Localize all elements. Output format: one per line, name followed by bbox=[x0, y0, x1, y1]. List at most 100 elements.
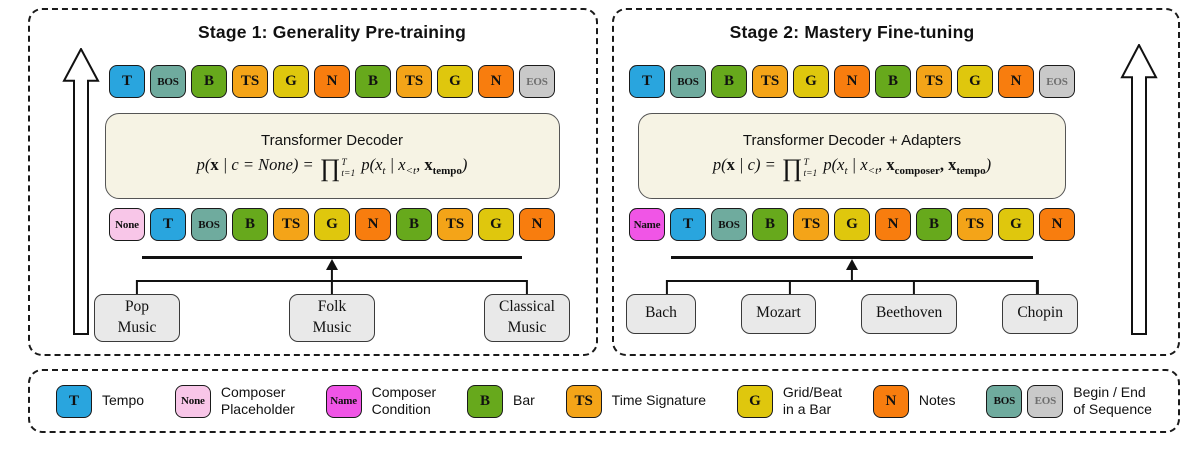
formula-segment: p( bbox=[196, 155, 211, 175]
stage2-panel: Stage 2: Mastery Fine-tuning T BOS B TS G N B T… bbox=[612, 8, 1180, 356]
token-g: G bbox=[957, 65, 993, 98]
token-g: G bbox=[273, 65, 309, 98]
stage1-sources-row: Pop Music Folk Music Classical Music bbox=[94, 293, 570, 342]
legend-tokens: T bbox=[56, 384, 92, 418]
formula-segment: t bbox=[382, 165, 386, 178]
token-t: T bbox=[109, 65, 145, 98]
source-box-label: Folk bbox=[317, 298, 347, 316]
up-arrowhead-icon bbox=[846, 258, 858, 270]
source-box-label: Music bbox=[507, 318, 547, 336]
token-g: G bbox=[793, 65, 829, 98]
token-t: T bbox=[150, 208, 186, 241]
token-none: None bbox=[174, 384, 211, 418]
token-b: B bbox=[875, 65, 911, 98]
token-b: B bbox=[752, 208, 788, 241]
token-g: G bbox=[437, 65, 473, 98]
formula-segment: p( bbox=[357, 155, 376, 175]
source-box-bach: Bach bbox=[626, 293, 696, 334]
stage2-sequence-underline bbox=[671, 256, 1033, 259]
legend-item-ts: TS Time Signature bbox=[565, 384, 707, 418]
token-ts: TS bbox=[565, 384, 602, 418]
legend-item-bos-eos: BOS EOS Begin / End of Sequence bbox=[986, 384, 1152, 418]
formula-segment: x bbox=[860, 155, 868, 175]
up-arrow-icon bbox=[1120, 44, 1158, 335]
token-n: N bbox=[1039, 208, 1075, 241]
token-b: B bbox=[355, 65, 391, 98]
stage1-decoder-label: Transformer Decoder bbox=[261, 132, 403, 150]
bracket-stub bbox=[526, 279, 529, 294]
token-ts: TS bbox=[916, 65, 952, 98]
formula-segment: , bbox=[416, 155, 425, 175]
legend-tokens: G bbox=[736, 384, 773, 418]
formula-segment: x bbox=[398, 155, 406, 175]
formula-segment: p( bbox=[819, 155, 838, 175]
token-name: Name bbox=[629, 208, 665, 241]
source-box-label: Pop bbox=[124, 298, 150, 316]
token-ts: TS bbox=[232, 65, 268, 98]
stage1-panel: Stage 1: Generality Pre-training T BOS B TS… bbox=[28, 8, 598, 356]
token-eos: EOS bbox=[1027, 384, 1064, 418]
token-b: B bbox=[711, 65, 747, 98]
stage1-title: Stage 1: Generality Pre-training bbox=[197, 22, 466, 42]
token-ts: TS bbox=[752, 65, 788, 98]
legend-label: Time Signature bbox=[611, 392, 707, 409]
source-box-label: Mozart bbox=[756, 304, 801, 322]
formula-segment: <t bbox=[405, 165, 417, 178]
source-box-pop-music: Pop Music bbox=[94, 293, 180, 342]
up-arrow-icon bbox=[62, 48, 100, 336]
token-bos: BOS bbox=[986, 384, 1023, 418]
stage1-input-token-row: None T BOS B TS G N B TS G N bbox=[109, 208, 555, 241]
formula-segment: ) = bbox=[292, 155, 318, 175]
formula-segment: , bbox=[939, 155, 949, 175]
legend-label: Notes bbox=[918, 392, 956, 409]
stage2-input-token-row: Name T BOS B TS G N B TS G N bbox=[629, 208, 1075, 241]
formula-segment: <t bbox=[867, 165, 879, 178]
token-bos: BOS bbox=[191, 208, 227, 241]
bracket-stub bbox=[912, 279, 915, 294]
stage2-title: Stage 2: Mastery Fine-tuning bbox=[729, 22, 975, 42]
token-b: B bbox=[232, 208, 268, 241]
legend-tokens: B bbox=[467, 384, 504, 418]
token-g: G bbox=[998, 208, 1034, 241]
bracket-line bbox=[666, 279, 1038, 282]
stage2-decoder-label: Transformer Decoder + Adapters bbox=[742, 132, 962, 150]
legend-row: T Tempo None Composer Placeholder Name Compose… bbox=[30, 371, 1178, 431]
legend-tokens: BOS EOS bbox=[986, 384, 1064, 418]
token-b: B bbox=[467, 384, 504, 418]
legend-item-name: Name Composer Condition bbox=[325, 384, 436, 418]
legend-item-b: B Bar bbox=[467, 384, 535, 418]
source-box-mozart: Mozart bbox=[741, 293, 816, 334]
token-bos: BOS bbox=[150, 65, 186, 98]
token-g: G bbox=[736, 384, 773, 418]
formula-segment: x bbox=[424, 155, 433, 175]
token-eos: EOS bbox=[519, 65, 555, 98]
formula-segment: | bbox=[734, 155, 748, 175]
source-box-chopin: Chopin bbox=[1002, 293, 1078, 334]
formula-segment: tempo bbox=[432, 165, 462, 178]
source-box-label: Music bbox=[312, 318, 352, 336]
formula-segment: x bbox=[726, 155, 735, 175]
token-t: T bbox=[56, 384, 92, 418]
source-box-beethoven: Beethoven bbox=[860, 293, 958, 334]
bracket-stub bbox=[330, 279, 334, 294]
stage1-output-token-row: T BOS B TS G N B TS G N EOS bbox=[109, 65, 555, 98]
formula-segment: | bbox=[385, 155, 399, 175]
formula-segment: composer bbox=[894, 165, 940, 178]
formula-segment: x bbox=[837, 155, 845, 175]
up-arrowhead-icon bbox=[326, 258, 338, 270]
legend-panel: T Tempo None Composer Placeholder Name Compose… bbox=[28, 369, 1180, 433]
legend-tokens: TS bbox=[565, 384, 602, 418]
token-n: N bbox=[875, 208, 911, 241]
source-box-folk-music: Folk Music bbox=[289, 293, 375, 342]
formula-segment: tempo bbox=[956, 165, 986, 178]
source-box-label: Music bbox=[117, 318, 157, 336]
legend-label: Begin / End of Sequence bbox=[1073, 383, 1152, 417]
formula-segment: , bbox=[878, 155, 887, 175]
token-n: N bbox=[314, 65, 350, 98]
token-ts: TS bbox=[273, 208, 309, 241]
stage2-output-token-row: T BOS B TS G N B TS G N EOS bbox=[629, 65, 1075, 98]
formula-segment: c bbox=[747, 155, 755, 175]
